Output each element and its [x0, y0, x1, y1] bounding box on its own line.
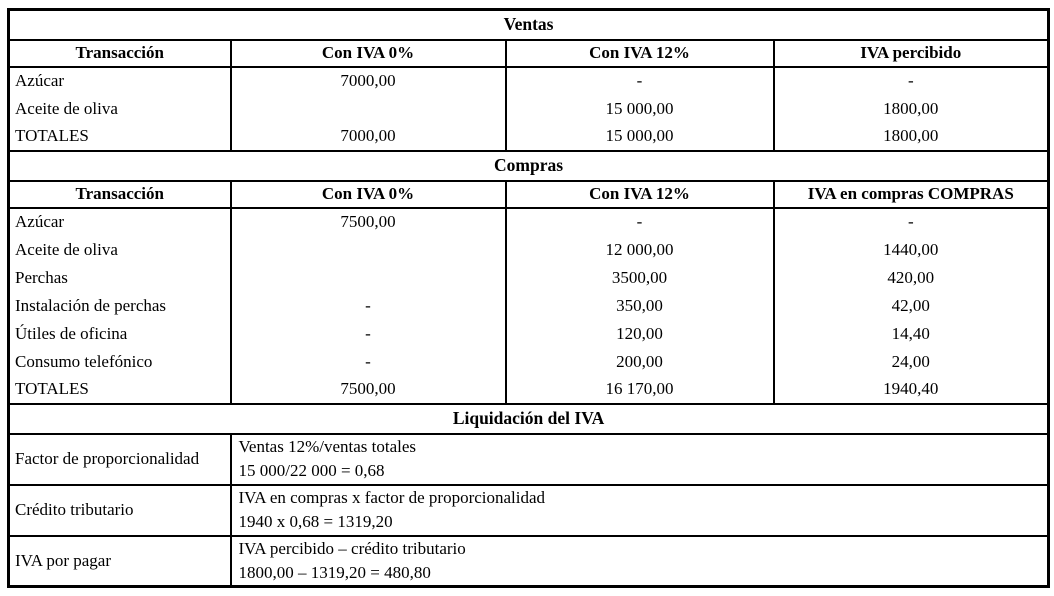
value-cell	[229, 94, 507, 123]
value-cell: 1440,00	[772, 235, 1050, 264]
table-row-totals: TOTALES 7000,00 15 000,00 1800,00	[7, 122, 1050, 151]
value-cell: -	[772, 66, 1050, 95]
value-cell: -	[504, 66, 775, 95]
table-row-factor-proporcionalidad: Factor de proporcionalidad Ventas 12%/ve…	[7, 432, 1050, 486]
liquidacion-section-title: Liquidación del IVA	[7, 402, 1050, 435]
value-cell: -	[772, 207, 1050, 236]
table-row-iva-por-pagar: IVA por pagar IVA percibido – crédito tr…	[7, 534, 1050, 588]
value-cell: 7000,00	[229, 122, 507, 151]
table-row-credito-tributario: Crédito tributario IVA en compras x fact…	[7, 483, 1050, 537]
ventas-section-header-row: Ventas	[7, 8, 1050, 41]
value-cell: 7500,00	[229, 375, 507, 404]
row-label-cell: Útiles de oficina	[7, 319, 232, 348]
value-cell: -	[229, 347, 507, 376]
value-cell: 1800,00	[772, 122, 1050, 151]
formula-cell: IVA percibido – crédito tributario 1800,…	[229, 534, 1050, 588]
value-cell: 120,00	[504, 319, 775, 348]
ventas-column-header-row: Transacción Con IVA 0% Con IVA 12% IVA p…	[7, 38, 1050, 68]
formula-text: Ventas 12%/ventas totales	[238, 437, 417, 456]
value-cell: 14,40	[772, 319, 1050, 348]
column-header: Transacción	[7, 38, 232, 68]
value-cell: 1800,00	[772, 94, 1050, 123]
iva-liquidation-table: Ventas Transacción Con IVA 0% Con IVA 12…	[7, 8, 1051, 588]
compras-section-header-row: Compras	[7, 149, 1050, 182]
value-cell: 42,00	[772, 291, 1050, 320]
column-header: Con IVA 0%	[229, 38, 507, 68]
table-row: Azúcar 7000,00 - -	[7, 66, 1050, 95]
value-cell: -	[229, 319, 507, 348]
row-label-cell: Aceite de oliva	[7, 94, 232, 123]
row-label-cell: Aceite de oliva	[7, 235, 232, 264]
ventas-section-title: Ventas	[7, 8, 1050, 41]
value-cell: 24,00	[772, 347, 1050, 376]
compras-column-header-row: Transacción Con IVA 0% Con IVA 12% IVA e…	[7, 179, 1050, 209]
table-row-totals: TOTALES 7500,00 16 170,00 1940,40	[7, 375, 1050, 404]
value-cell: 12 000,00	[504, 235, 775, 264]
value-cell: 7500,00	[229, 207, 507, 236]
value-cell: 350,00	[504, 291, 775, 320]
table-row: Perchas 3500,00 420,00	[7, 263, 1050, 292]
row-label-cell: Azúcar	[7, 207, 232, 236]
formula-text: IVA percibido – crédito tributario	[238, 538, 466, 558]
row-label-cell: Consumo telefónico	[7, 347, 232, 376]
formula-result: 15 000/22 000 = 0,68	[238, 461, 385, 480]
liquidacion-section-header-row: Liquidación del IVA	[7, 402, 1050, 435]
compras-section-title: Compras	[7, 149, 1050, 182]
row-label-cell: Factor de proporcionalidad	[7, 432, 232, 486]
column-header: Transacción	[7, 179, 232, 209]
row-label-cell: Perchas	[7, 263, 232, 292]
formula-result: 1940 x 0,68 = 1319,20	[238, 512, 393, 531]
value-cell: 3500,00	[504, 263, 775, 292]
value-cell: 7000,00	[229, 66, 507, 95]
row-label-cell: TOTALES	[7, 122, 232, 151]
column-header: Con IVA 0%	[229, 179, 507, 209]
table-row: Azúcar 7500,00 - -	[7, 207, 1050, 236]
value-cell: 16 170,00	[504, 375, 775, 404]
value-cell: 15 000,00	[504, 122, 775, 151]
value-cell: -	[229, 291, 507, 320]
row-label-cell: IVA por pagar	[7, 534, 232, 588]
value-cell: 420,00	[772, 263, 1050, 292]
column-header: Con IVA 12%	[504, 179, 775, 209]
column-header: Con IVA 12%	[504, 38, 775, 68]
table-row: Consumo telefónico - 200,00 24,00	[7, 347, 1050, 376]
value-cell: 15 000,00	[504, 94, 775, 123]
column-header: IVA percibido	[772, 38, 1050, 68]
column-header: IVA en compras COMPRAS	[772, 179, 1050, 209]
row-label-cell: Crédito tributario	[7, 483, 232, 537]
formula-cell: Ventas 12%/ventas totales 15 000/22 000 …	[229, 432, 1050, 486]
row-label-cell: Instalación de perchas	[7, 291, 232, 320]
row-label-cell: Azúcar	[7, 66, 232, 95]
value-cell	[229, 263, 507, 292]
formula-result: 1800,00 – 1319,20 = 480,80	[238, 562, 431, 582]
value-cell: -	[504, 207, 775, 236]
formula-cell: IVA en compras x factor de proporcionali…	[229, 483, 1050, 537]
table-row: Aceite de oliva 12 000,00 1440,00	[7, 235, 1050, 264]
table-row: Instalación de perchas - 350,00 42,00	[7, 291, 1050, 320]
value-cell	[229, 235, 507, 264]
value-cell: 1940,40	[772, 375, 1050, 404]
table-row: Aceite de oliva 15 000,00 1800,00	[7, 94, 1050, 123]
formula-text: IVA en compras x factor de proporcionali…	[238, 488, 546, 507]
value-cell: 200,00	[504, 347, 775, 376]
row-label-cell: TOTALES	[7, 375, 232, 404]
table-row: Útiles de oficina - 120,00 14,40	[7, 319, 1050, 348]
